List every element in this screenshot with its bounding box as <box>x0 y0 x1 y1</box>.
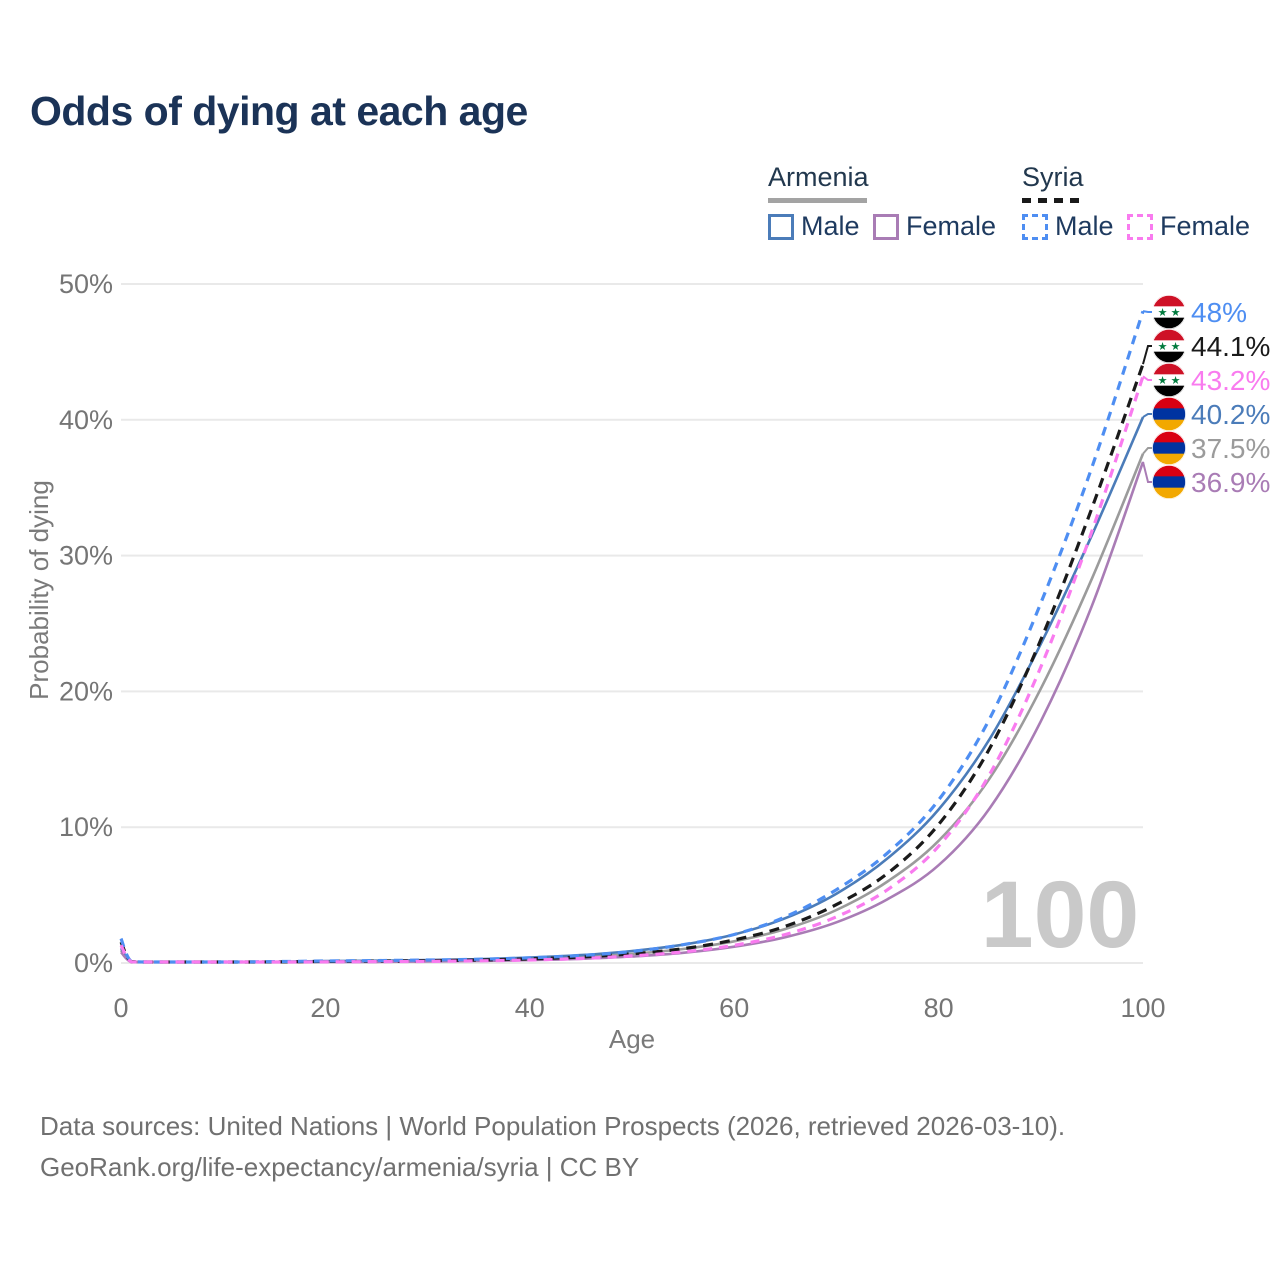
connector-armenia_female <box>1142 461 1153 483</box>
syria-star-icon: ★ <box>1171 375 1181 387</box>
y-tick-label: 30% <box>59 541 113 571</box>
series-line-syria_male[interactable] <box>119 310 1145 964</box>
legend-label: Male <box>1055 211 1114 241</box>
age-indicator: 100 <box>981 862 1140 968</box>
legend-label: Female <box>906 211 997 241</box>
data-sources-line: Data sources: United Nations | World Pop… <box>40 1111 1066 1141</box>
syria-star-icon: ★ <box>1171 307 1181 319</box>
end-label-armenia_both[interactable]: 37.5% <box>1191 433 1270 464</box>
tick-labels: 0% 10% 20% 30% 40% 50% 0 20 40 60 80 100 <box>59 269 1166 1023</box>
end-label-syria_female[interactable]: 43.2% <box>1191 365 1270 396</box>
page-title: Odds of dying at each age <box>30 88 528 134</box>
armenia-male-swatch-icon <box>768 213 794 240</box>
legend: Armenia Syria Male Female Male Female <box>768 162 1258 246</box>
connector-armenia_both <box>1142 447 1153 455</box>
legend-item-syria-female[interactable]: Female <box>1127 211 1250 242</box>
syria-star-icon: ★ <box>1158 307 1168 319</box>
legend-label: Female <box>1160 211 1251 241</box>
y-tick-label: 20% <box>59 676 113 706</box>
syria-star-icon: ★ <box>1158 341 1168 353</box>
y-tick-label: 10% <box>59 812 113 842</box>
x-tick-label: 40 <box>515 993 545 1023</box>
x-axis-title: Age <box>609 1024 655 1054</box>
syria-star-icon: ★ <box>1171 341 1181 353</box>
syria-male-swatch-icon <box>1022 213 1048 240</box>
end-label-syria_male[interactable]: 48% <box>1191 297 1247 328</box>
series-line-syria_female[interactable] <box>119 375 1145 964</box>
series-lines <box>119 310 1145 964</box>
x-tick-label: 0 <box>113 993 128 1023</box>
legend-label: Male <box>801 211 860 241</box>
syria-female-swatch-icon <box>1127 213 1153 240</box>
end-label-armenia_female[interactable]: 36.9% <box>1191 467 1270 498</box>
footer-attribution: Data sources: United Nations | World Pop… <box>40 1106 1065 1188</box>
end-annotations: ★ ★ 48%★ ★ 44.1%★ ★ 43.2%40.2%37.5%36.9% <box>1142 294 1270 499</box>
end-label-syria_both[interactable]: 44.1% <box>1191 331 1270 362</box>
legend-item-syria-male[interactable]: Male <box>1022 211 1114 242</box>
x-tick-label: 20 <box>310 993 340 1023</box>
legend-group-syria: Syria <box>1022 162 1084 192</box>
connector-syria_female <box>1142 375 1153 381</box>
flag-syria-icon: ★ ★ <box>1152 363 1186 397</box>
license-line: GeoRank.org/life-expectancy/armenia/syri… <box>40 1152 640 1182</box>
legend-group-armenia: Armenia <box>768 162 869 192</box>
y-tick-label: 40% <box>59 405 113 435</box>
flag-armenia-icon <box>1152 465 1186 499</box>
flag-armenia-icon <box>1152 397 1186 431</box>
armenia-solid-line-swatch <box>768 198 867 203</box>
end-label-armenia_male[interactable]: 40.2% <box>1191 399 1270 430</box>
syria-star-icon: ★ <box>1158 375 1168 387</box>
y-tick-label: 0% <box>74 948 113 978</box>
legend-item-armenia-female[interactable]: Female <box>873 211 996 242</box>
syria-dashed-line-swatch <box>1022 198 1080 203</box>
x-tick-label: 80 <box>924 993 954 1023</box>
series-line-syria_both[interactable] <box>119 363 1145 964</box>
armenia-female-swatch-icon <box>873 213 899 240</box>
connector-syria_both <box>1142 345 1153 365</box>
x-tick-label: 100 <box>1120 993 1165 1023</box>
x-tick-label: 60 <box>719 993 749 1023</box>
flag-syria-icon: ★ ★ <box>1152 295 1186 329</box>
connector-armenia_male <box>1142 413 1153 418</box>
y-axis-title: Probability of dying <box>24 480 54 700</box>
connector-syria_male <box>1142 310 1153 313</box>
legend-item-armenia-male[interactable]: Male <box>768 211 860 242</box>
flag-syria-icon: ★ ★ <box>1152 329 1186 363</box>
y-tick-label: 50% <box>59 269 113 299</box>
flag-armenia-icon <box>1152 431 1186 465</box>
